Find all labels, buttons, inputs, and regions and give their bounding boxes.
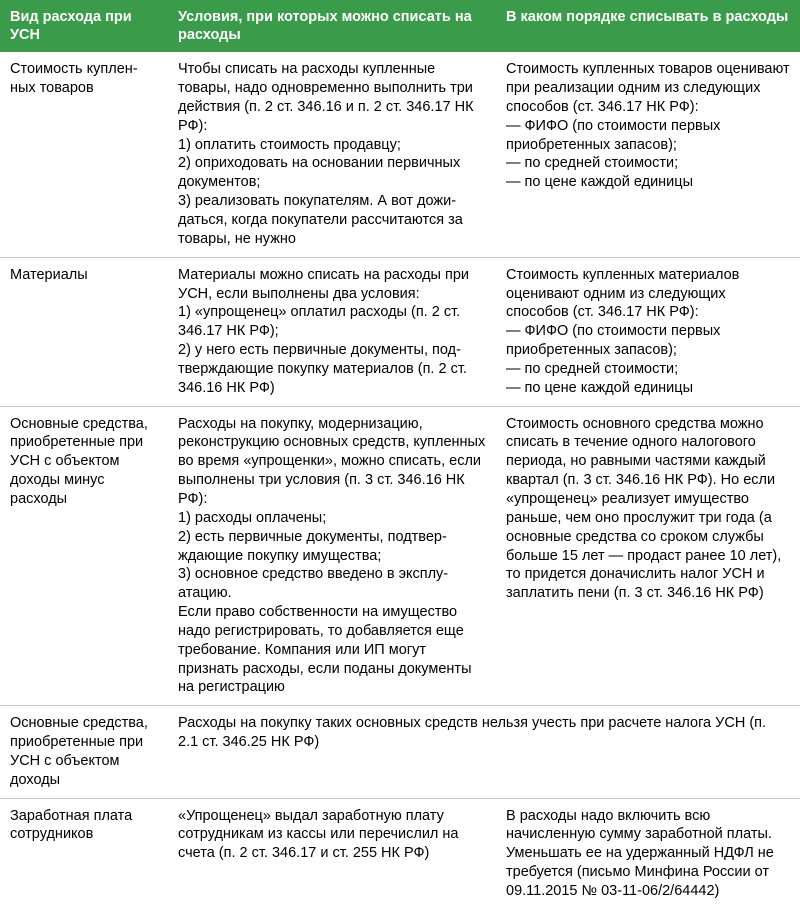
table-row: Заработная плата сотрудников «Упрощенец»… xyxy=(0,798,800,909)
cell-conditions: Чтобы списать на расходы купленные товар… xyxy=(168,52,496,257)
header-col-1: Вид расхода при УСН xyxy=(0,0,168,52)
cell-type: Заработная плата сотрудников xyxy=(0,798,168,909)
cell-merged: Расходы на покупку таких основных средст… xyxy=(168,706,800,798)
table-row: Материалы Материалы можно списать на рас… xyxy=(0,257,800,406)
cell-order: Стоимость купленных материалов оценивают… xyxy=(496,257,800,406)
cell-type: Основные средст­ва, приобретенные при УС… xyxy=(0,706,168,798)
header-col-2: Условия, при которых можно списать на ра… xyxy=(168,0,496,52)
cell-type: Основные средст­ва, приобретенные при УС… xyxy=(0,406,168,706)
cell-order: Стоимость основного средства можно списа… xyxy=(496,406,800,706)
table-row: Основные средст­ва, приобретенные при УС… xyxy=(0,406,800,706)
cell-conditions: «Упрощенец» выдал заработную плату сотру… xyxy=(168,798,496,909)
cell-conditions: Расходы на покупку, модернизацию, реконс… xyxy=(168,406,496,706)
cell-type: Материалы xyxy=(0,257,168,406)
table-row: Стоимость куплен­ных товаров Чтобы списа… xyxy=(0,52,800,257)
table-row: Основные средст­ва, приобретенные при УС… xyxy=(0,706,800,798)
cell-order: В расходы надо включить всю начисленную … xyxy=(496,798,800,909)
table-header: Вид расхода при УСН Условия, при которых… xyxy=(0,0,800,52)
cell-conditions: Материалы можно списать на расходы при У… xyxy=(168,257,496,406)
expense-table: Вид расхода при УСН Условия, при которых… xyxy=(0,0,800,909)
header-col-3: В каком порядке списывать в расходы xyxy=(496,0,800,52)
table-body: Стоимость куплен­ных товаров Чтобы списа… xyxy=(0,52,800,909)
cell-type: Стоимость куплен­ных товаров xyxy=(0,52,168,257)
cell-order: Стоимость купленных товаров оценивают пр… xyxy=(496,52,800,257)
